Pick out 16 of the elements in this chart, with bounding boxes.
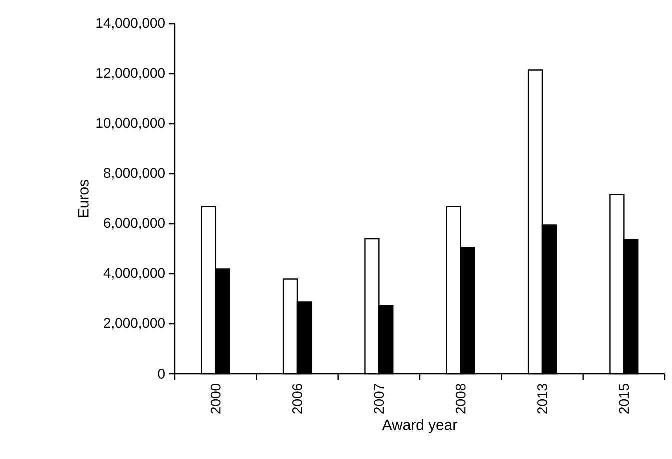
x-tick-label: 2008 (456, 384, 466, 414)
x-tick-label: 2013 (538, 384, 548, 414)
y-tick-label: 2,000,000 (104, 318, 165, 330)
y-tick-label: 0 (158, 369, 165, 379)
y-tick-label: 8,000,000 (104, 168, 165, 180)
y-tick-label: 14,000,000 (96, 18, 165, 30)
x-tick-label: 2015 (619, 384, 630, 414)
x-tick-label: 2006 (292, 384, 302, 414)
x-axis-title: Award year (382, 419, 458, 434)
y-axis-title: Euros (78, 180, 89, 218)
x-tick-label: 2000 (210, 384, 221, 414)
y-tick-label: 12,000,000 (96, 68, 165, 80)
y-tick-label: 6,000,000 (104, 218, 165, 230)
y-tick-label: 10,000,000 (96, 118, 165, 130)
y-tick-label: 4,000,000 (104, 268, 165, 280)
x-tick-label: 2007 (374, 384, 384, 414)
